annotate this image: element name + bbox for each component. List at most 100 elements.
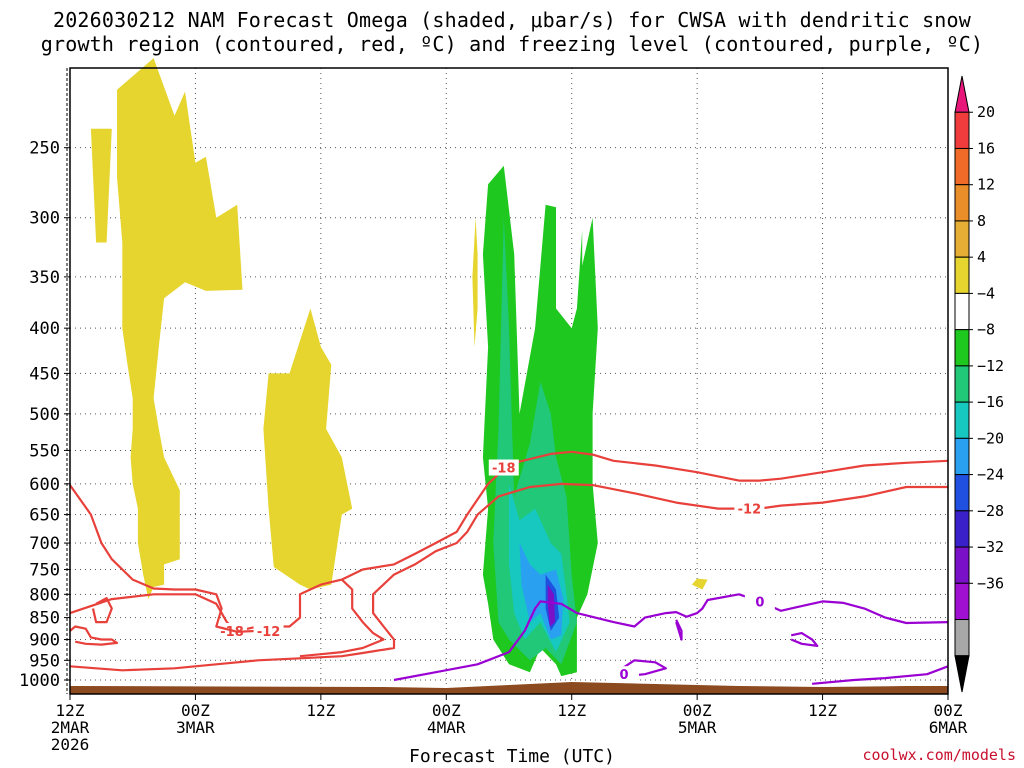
colorbar-label-8: −16 [977, 393, 1004, 411]
omega-shading [90, 58, 708, 677]
y-tick-label-600: 600 [29, 475, 60, 495]
colorbar-swatch-2 [954, 147, 970, 186]
omega-region-4 [691, 578, 708, 590]
plot-frame [66, 67, 949, 695]
freezing-contour-4 [812, 665, 949, 685]
dendritic-contour-label-3: -12 [738, 503, 762, 518]
y-tick-label-400: 400 [29, 319, 60, 339]
dendritic-contour-label-bg-0 [488, 459, 519, 476]
x-tick-label-0-0: 12Z [56, 701, 85, 720]
y-tick-label-950: 950 [29, 651, 60, 671]
omega-region-10 [547, 584, 555, 627]
colorbar-label-0: 20 [977, 103, 995, 121]
y-tick-label-1000: 1000 [19, 671, 60, 691]
y-tick-label-900: 900 [29, 631, 60, 651]
dendritic-contour-4 [69, 625, 119, 646]
freezing-contour-label-bg-0 [744, 593, 775, 610]
x-tick-label-12-0: 00Z [181, 701, 210, 720]
x-axis-label: Forecast Time (UTC) [409, 746, 615, 767]
colorbar-swatch-3 [954, 184, 970, 222]
x-tick-label-84-0: 00Z [934, 701, 963, 720]
colorbar-swatch-14 [954, 582, 970, 621]
colorbar-label-5: −4 [977, 284, 995, 302]
y-tick-label-500: 500 [29, 405, 60, 425]
y-tick-label-550: 550 [29, 441, 60, 461]
y-tick-label-750: 750 [29, 561, 60, 581]
x-tick-label-48-0: 12Z [557, 701, 586, 720]
x-tick-label-84-1: 6MAR [929, 718, 968, 737]
freezing-contour-label-3: 0 [619, 668, 628, 683]
colorbar-label-1: 16 [977, 139, 995, 157]
colorbar-label-9: −20 [977, 429, 1004, 447]
colorbar-label-13: −36 [977, 574, 1004, 592]
x-tick-label-24-0: 12Z [306, 701, 335, 720]
colorbar-label-7: −12 [977, 357, 1004, 375]
colorbar-swatch-1 [954, 111, 970, 149]
colorbar-label-2: 12 [977, 176, 995, 194]
x-tick-label-12-1: 3MAR [176, 718, 215, 737]
freezing-contour-0 [393, 593, 949, 682]
x-tick-label-36-1: 4MAR [427, 718, 466, 737]
dendritic-contour-label-bg-3 [734, 500, 765, 517]
y-tick-label-800: 800 [29, 585, 60, 605]
colorbar-label-6: −8 [977, 321, 995, 339]
colorbar-label-10: −24 [977, 466, 1004, 484]
y-tick-label-300: 300 [29, 209, 60, 229]
colorbar-swatch-13 [954, 546, 970, 584]
colorbar-swatch-9 [954, 401, 970, 439]
dendritic-contour-label-bg-2 [253, 622, 284, 639]
freezing-contour-1 [675, 619, 683, 641]
colorbar-swatch-7 [954, 329, 970, 367]
y-tick-label-350: 350 [29, 268, 60, 288]
colorbar-swatch-11 [954, 474, 970, 512]
colorbar-swatch-12 [954, 510, 970, 548]
x-tick-label-0-1: 2MAR [51, 718, 90, 737]
colorbar: 20 16 12 8 4 −4 −8 −12 −16 −20 −24 −28 −32 −36 [954, 75, 1004, 693]
x-tick-label-60-1: 5MAR [678, 718, 717, 737]
chart-title: 2026030212 NAM Forecast Omega (shaded, μ… [0, 8, 1024, 56]
y-axis: 2503003504004505005506006507007508008509… [19, 139, 70, 691]
x-tick-label-60-0: 00Z [683, 701, 712, 720]
terrain-fill [70, 682, 948, 694]
x-tick-label-72-0: 12Z [808, 701, 837, 720]
freezing-contour-label-bg-3 [608, 666, 639, 683]
y-tick-label-850: 850 [29, 609, 60, 629]
dendritic-contour-label-0: -18 [492, 462, 516, 477]
dendritic-contour-label-2: -12 [257, 625, 281, 640]
colorbar-bottom-arrow [954, 655, 970, 693]
freezing-contour-3 [612, 659, 667, 678]
x-tick-label-36-0: 00Z [432, 701, 461, 720]
colorbar-swatch-6 [954, 292, 970, 331]
colorbar-swatch-4 [954, 220, 970, 258]
x-tick-label-0-2: 2026 [51, 735, 90, 754]
dendritic-contour-5 [91, 596, 113, 624]
omega-region-0 [90, 128, 112, 243]
colorbar-label-3: 8 [977, 212, 986, 230]
dendritic-contour-2 [69, 484, 281, 633]
plot-border [69, 67, 949, 695]
colorbar-label-12: −32 [977, 538, 1004, 556]
terrain [70, 682, 948, 694]
colorbar-label-4: 4 [977, 248, 986, 266]
omega-region-1 [117, 58, 243, 600]
y-tick-label-700: 700 [29, 534, 60, 554]
freezing-contour-label-0: 0 [755, 595, 764, 610]
omega-region-3 [472, 217, 478, 347]
dendritic-contour-1 [299, 578, 385, 658]
colorbar-swatch-8 [954, 365, 970, 403]
colorbar-top-arrow [954, 75, 970, 113]
y-tick-label-450: 450 [29, 364, 60, 384]
colorbar-label-11: −28 [977, 502, 1004, 520]
colorbar-swatch-10 [954, 437, 970, 476]
colorbar-swatch-15 [954, 619, 970, 657]
title-line-2: growth region (contoured, red, ºC) and f… [40, 32, 984, 56]
title-line-1: 2026030212 NAM Forecast Omega (shaded, μ… [52, 8, 972, 32]
y-tick-label-250: 250 [29, 139, 60, 159]
freezing-contour-2 [790, 631, 819, 648]
omega-region-2 [263, 308, 353, 590]
site-credit: coolwx.com/models [862, 746, 1016, 764]
colorbar-swatch-5 [954, 256, 970, 294]
